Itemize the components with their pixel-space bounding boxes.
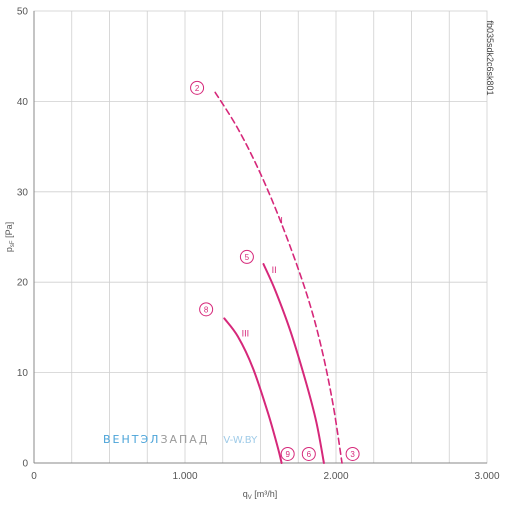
point-marker-circle	[345, 446, 360, 461]
series-line-ii	[262, 263, 325, 464]
series-line-i	[214, 91, 343, 464]
point-marker-circle	[280, 446, 295, 461]
series-line-iii	[223, 317, 283, 464]
x-tick-label: 2.000	[323, 471, 348, 482]
y-tick-label: 30	[17, 187, 29, 198]
x-axis-label: qV [m³/h]	[243, 489, 278, 501]
y-axis-label: psF [Pa]	[4, 222, 16, 252]
markers: 2 5 8 9 6 3	[190, 80, 360, 461]
watermark-part-1: ВЕНТЭЛ	[103, 433, 160, 446]
point-marker-label: 6	[307, 450, 312, 459]
y-tick-label: 40	[17, 97, 29, 108]
y-tick-label: 50	[17, 7, 29, 18]
curve-label: II	[272, 265, 277, 275]
point-marker: 8	[199, 302, 214, 317]
point-marker-label: 5	[245, 253, 250, 262]
y-tick-label: 20	[17, 278, 29, 289]
curve-label: III	[242, 328, 250, 338]
point-marker: 6	[301, 446, 316, 461]
point-marker-label: 8	[204, 305, 209, 314]
point-marker: 5	[239, 249, 254, 264]
watermark: ВЕНТЭЛЗАПАД V-W.BY	[103, 433, 258, 446]
chart-code: fb035sdk2c6sk801	[485, 20, 495, 95]
y-tick-label: 0	[22, 459, 28, 470]
point-marker-circle	[190, 80, 205, 95]
point-marker: 3	[345, 446, 360, 461]
point-marker-circle	[301, 446, 316, 461]
watermark-part-2: ЗАПАД	[160, 433, 209, 446]
x-tick-label: 3.000	[474, 471, 499, 482]
point-marker: 9	[280, 446, 295, 461]
y-tick-labels: 0 10 20 30 40 50	[17, 7, 29, 470]
x-tick-label: 1.000	[172, 471, 197, 482]
point-marker-label: 3	[350, 450, 355, 459]
point-marker-label: 2	[195, 84, 200, 93]
axes	[33, 10, 488, 464]
point-marker-label: 9	[285, 450, 290, 459]
x-tick-label: 0	[31, 471, 37, 482]
watermark-part-3: V-W.BY	[223, 435, 258, 446]
x-tick-labels: 0 1.000 2.000 3.000	[31, 471, 500, 482]
series-group	[214, 91, 343, 464]
y-tick-label: 10	[17, 368, 29, 379]
grid-lines	[34, 11, 487, 463]
point-marker-circle	[239, 249, 254, 264]
point-marker-circle	[199, 302, 214, 317]
curve-label: I	[280, 215, 283, 225]
point-marker: 2	[190, 80, 205, 95]
